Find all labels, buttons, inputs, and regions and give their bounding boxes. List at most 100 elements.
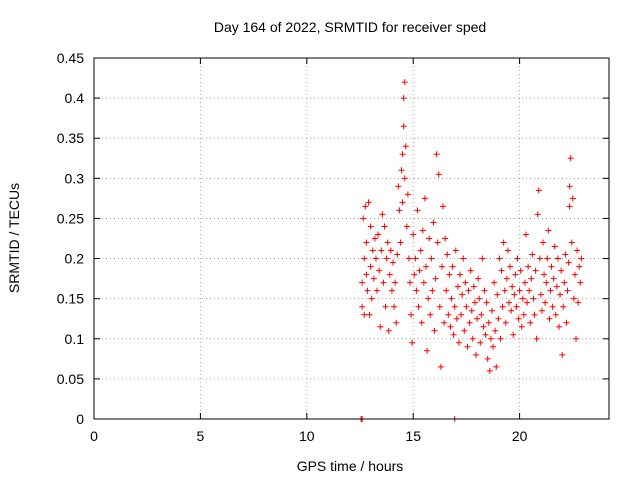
data-point [491,279,498,286]
data-point [433,151,440,158]
data-point [387,247,394,254]
data-point [531,311,538,318]
data-point [408,311,415,318]
data-point [400,95,407,102]
data-point [405,255,412,262]
data-point [485,319,492,326]
y-tick-label: 0.4 [65,90,85,106]
data-point [368,295,375,302]
data-point [570,295,577,302]
data-point [497,335,504,342]
data-point [501,287,508,294]
data-point [413,287,420,294]
data-point [422,263,429,270]
data-point [459,291,466,298]
data-point [526,287,533,294]
data-point [452,247,459,254]
data-point [457,271,464,278]
data-point [438,263,445,270]
data-point [415,303,422,310]
y-tick-label: 0.35 [57,130,84,146]
y-tick-label: 0.3 [65,170,85,186]
x-tick-label: 15 [405,428,421,444]
data-point [464,343,471,350]
data-point [436,303,443,310]
data-point [461,327,468,334]
data-point [534,211,541,218]
data-point [500,239,507,246]
data-point [465,287,472,294]
data-point [383,255,390,262]
data-point [454,283,461,290]
data-point [566,183,573,190]
data-point [443,287,450,294]
data-point [414,207,421,214]
data-point [488,307,495,314]
data-point [555,323,562,330]
data-point [385,327,392,334]
data-point [447,323,454,330]
data-point [546,315,553,322]
data-point [444,251,451,258]
data-point [519,295,526,302]
data-point [564,287,571,294]
y-tick-label: 0.2 [65,251,85,267]
data-point [516,287,523,294]
y-tick-label: 0.45 [57,50,84,66]
data-point [533,335,540,342]
data-point [518,323,525,330]
data-point [535,187,542,194]
data-point [472,351,479,358]
data-point [365,199,372,206]
data-point [495,315,502,322]
data-point [510,331,517,338]
data-point [411,271,418,278]
data-point [435,171,442,178]
data-point [504,247,511,254]
data-point [560,303,567,310]
data-point [493,363,500,370]
data-point [511,291,518,298]
data-point [523,231,530,238]
data-point [576,263,583,270]
data-point [363,239,370,246]
data-point [547,287,554,294]
data-point [494,291,501,298]
data-point [434,239,441,246]
data-point [578,255,585,262]
data-point [550,275,557,282]
data-point [394,251,401,258]
data-point [571,271,578,278]
data-point [446,271,453,278]
data-point [420,279,427,286]
data-point [409,339,416,346]
data-point [530,295,537,302]
data-point [544,255,551,262]
data-point [377,323,384,330]
data-point [474,315,481,322]
data-point [398,167,405,174]
data-point [476,295,483,302]
data-point [460,255,467,262]
data-point [536,255,543,262]
data-point [440,203,447,210]
y-tick-label: 0 [76,411,84,427]
data-point [567,155,574,162]
data-point [397,239,404,246]
y-tick-label: 0.25 [57,210,84,226]
y-axis-ticks: 0 0.05 0.1 0.15 0.2 0.25 0.3 0.35 0.4 0.45 [57,50,609,427]
data-point [425,295,432,302]
data-point [441,319,448,326]
data-point [565,259,572,266]
data-point [558,267,565,274]
data-point [467,267,474,274]
data-point [453,315,460,322]
data-point [437,363,444,370]
data-point [507,263,514,270]
data-point [568,239,575,246]
data-point [562,251,569,258]
data-point [561,279,568,286]
data-point [470,283,477,290]
data-point [552,311,559,318]
data-point [404,191,411,198]
